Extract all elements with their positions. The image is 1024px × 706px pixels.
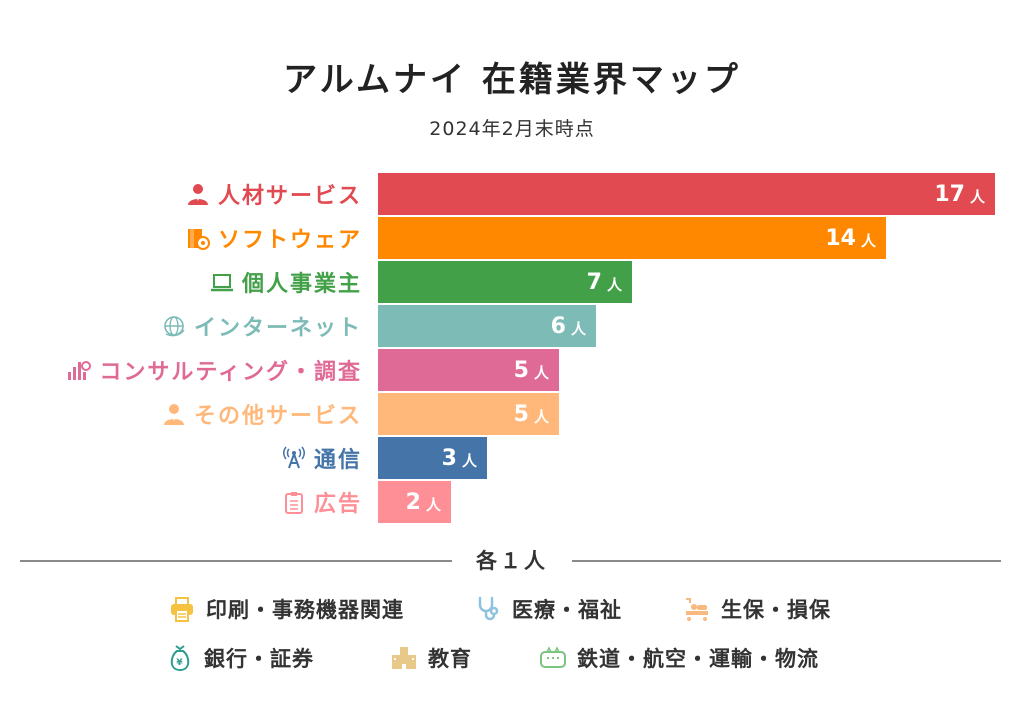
antenna-icon bbox=[282, 446, 305, 469]
clipboard-icon bbox=[284, 492, 303, 514]
misc-label: 印刷・事務機器関連 bbox=[206, 598, 404, 622]
category-label-text: その他サービス bbox=[193, 404, 362, 429]
data-label-value: 5 bbox=[513, 357, 529, 383]
category-label-text: 通信 bbox=[313, 448, 362, 473]
bar-row: コンサルティング・調査 5 人 bbox=[0, 349, 1024, 391]
chart-subtitle: 2024年2月末時点 bbox=[429, 118, 595, 140]
bar bbox=[378, 261, 632, 303]
data-label-unit: 人 bbox=[533, 363, 549, 382]
misc-header: 各１人 bbox=[476, 549, 548, 573]
misc-label: 鉄道・航空・運輸・物流 bbox=[577, 647, 819, 671]
data-label-value: 6 bbox=[550, 313, 566, 339]
data-label-value: 2 bbox=[405, 489, 421, 515]
category-label-text: ソフトウェア bbox=[217, 228, 362, 253]
data-label-value: 3 bbox=[441, 445, 457, 471]
data-label-unit: 人 bbox=[570, 319, 586, 338]
data-label-unit: 人 bbox=[425, 495, 441, 514]
bar bbox=[378, 437, 487, 479]
person-icon bbox=[163, 404, 184, 425]
globe-icon bbox=[164, 316, 185, 337]
misc-item-education: 教育 bbox=[390, 643, 472, 673]
data-label: 14 人 bbox=[825, 217, 876, 259]
svg-text:¥: ¥ bbox=[176, 658, 183, 668]
misc-label: 銀行・証券 bbox=[204, 647, 314, 671]
hospital-bed-icon bbox=[686, 598, 708, 621]
printer-icon bbox=[171, 597, 193, 622]
misc-label: 教育 bbox=[428, 647, 472, 671]
bar bbox=[378, 173, 995, 215]
misc-label: 生保・損保 bbox=[721, 598, 831, 622]
category-label: 広告 bbox=[282, 481, 362, 523]
category-label-text: コンサルティング・調査 bbox=[99, 360, 362, 385]
bar-row: 個人事業主 7 人 bbox=[0, 261, 1024, 303]
category-label-text: 個人事業主 bbox=[241, 272, 362, 297]
data-label-value: 5 bbox=[513, 401, 529, 427]
bar-row: ソフトウェア 14 人 bbox=[0, 217, 1024, 259]
school-building-icon bbox=[392, 647, 416, 669]
data-label-unit: 人 bbox=[461, 451, 477, 470]
divider-left bbox=[20, 560, 452, 562]
data-label-unit: 人 bbox=[533, 407, 549, 426]
bar-row: インターネット 6 人 bbox=[0, 305, 1024, 347]
category-label-text: 人材サービス bbox=[217, 184, 362, 209]
data-label-value: 7 bbox=[586, 269, 602, 295]
misc-item-transport: 鉄道・航空・運輸・物流 bbox=[539, 643, 819, 673]
bar-row: 広告 2 人 bbox=[0, 481, 1024, 523]
person-icon bbox=[187, 184, 208, 205]
category-label: 個人事業主 bbox=[210, 261, 362, 303]
category-label: 人材サービス bbox=[186, 173, 362, 215]
software-box-icon bbox=[187, 229, 210, 250]
data-label-value: 17 bbox=[934, 181, 965, 207]
misc-item-printing: 印刷・事務機器関連 bbox=[168, 594, 404, 624]
bar-row: 通信 3 人 bbox=[0, 437, 1024, 479]
category-label-text: 広告 bbox=[313, 492, 362, 517]
category-label: ソフトウェア bbox=[186, 217, 362, 259]
data-label-value: 14 bbox=[825, 225, 856, 251]
misc-item-banking: ¥ 銀行・証券 bbox=[166, 643, 314, 673]
bar-row: 人材サービス 17 人 bbox=[0, 173, 1024, 215]
train-icon bbox=[540, 646, 566, 668]
misc-item-medical: 医療・福祉 bbox=[474, 594, 622, 624]
category-label-text: インターネット bbox=[193, 316, 362, 341]
chart-search-icon bbox=[68, 361, 92, 380]
divider-right bbox=[572, 560, 1001, 562]
misc-label: 医療・福祉 bbox=[512, 598, 622, 622]
bar bbox=[378, 393, 559, 435]
laptop-icon bbox=[210, 274, 233, 292]
data-label-unit: 人 bbox=[860, 231, 876, 250]
bar bbox=[378, 481, 451, 523]
misc-item-insurance: 生保・損保 bbox=[683, 594, 831, 624]
bar bbox=[378, 217, 886, 259]
data-label-unit: 人 bbox=[606, 275, 622, 294]
bar-row: その他サービス 5 人 bbox=[0, 393, 1024, 435]
money-bag-icon: ¥ bbox=[170, 645, 190, 672]
bar bbox=[378, 349, 559, 391]
category-label: インターネット bbox=[162, 305, 362, 347]
category-label: その他サービス bbox=[162, 393, 362, 435]
category-label: 通信 bbox=[282, 437, 362, 479]
bar bbox=[378, 305, 596, 347]
data-label: 17 人 bbox=[934, 173, 985, 215]
stethoscope-icon bbox=[478, 596, 499, 621]
data-label-unit: 人 bbox=[969, 187, 985, 206]
chart-title: アルムナイ 在籍業界マップ bbox=[283, 60, 741, 100]
category-label: コンサルティング・調査 bbox=[67, 349, 362, 391]
